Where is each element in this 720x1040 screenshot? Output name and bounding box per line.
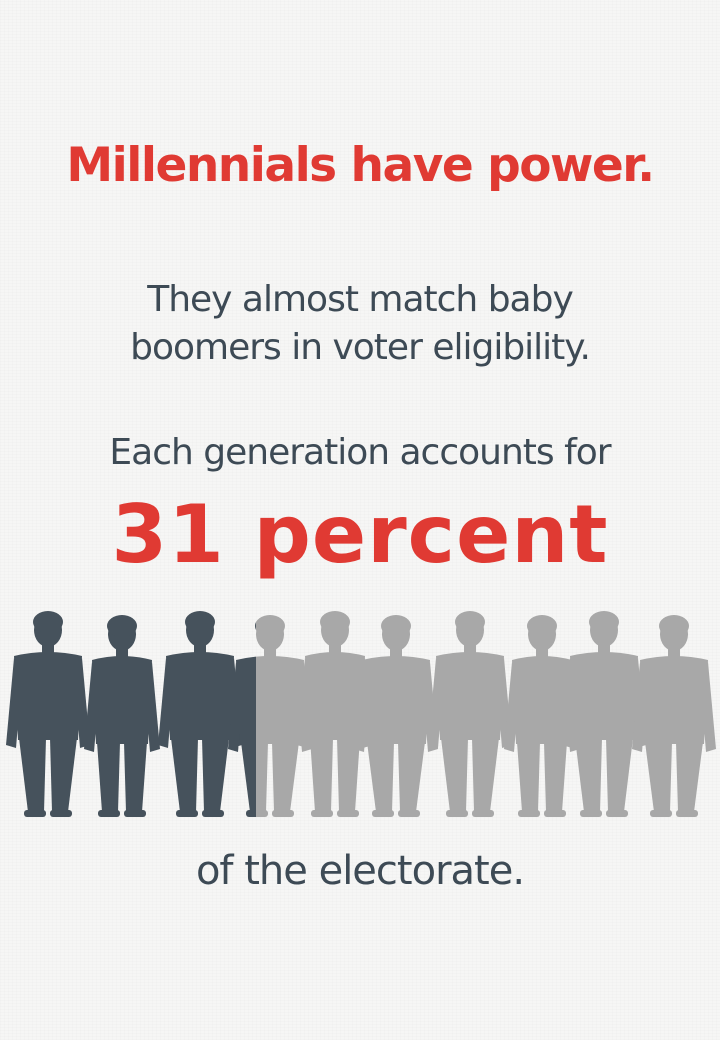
person-silhouette-icon (158, 611, 242, 817)
person-silhouette-icon (428, 611, 512, 817)
subtext-line-1: They almost match baby (147, 279, 574, 320)
people-silhouettes (6, 611, 716, 817)
headline: Millennials have power. (66, 138, 655, 193)
person-silhouette-icon (6, 611, 90, 817)
person-silhouette-icon (84, 615, 160, 817)
person-silhouette-icon (504, 615, 580, 817)
lead-text: Each generation accounts for (109, 432, 611, 473)
light-figures-group (256, 611, 716, 817)
subtext: They almost match baby boomers in voter … (0, 276, 720, 372)
person-silhouette-icon (354, 615, 438, 817)
person-silhouette-icon (562, 611, 646, 817)
dark-figures-group (6, 611, 256, 817)
person-silhouette-icon (228, 622, 256, 817)
person-silhouette-icon (632, 615, 716, 817)
stat-highlight: 31 percent (111, 488, 609, 581)
closing-text: of the electorate. (195, 848, 525, 894)
subtext-line-2: boomers in voter eligibility. (130, 327, 591, 368)
